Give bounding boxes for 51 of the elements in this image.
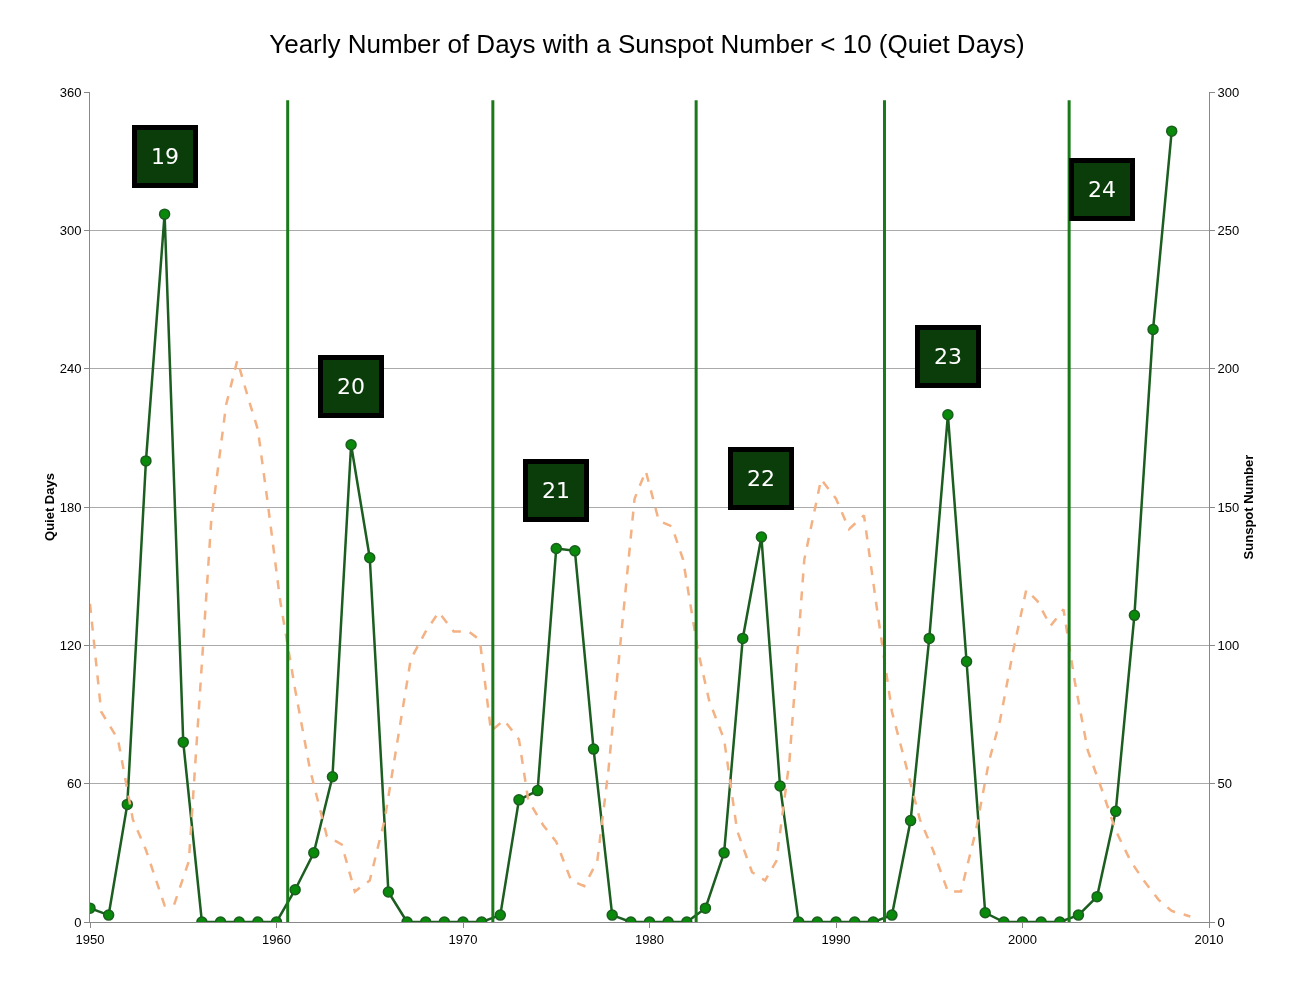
point xyxy=(923,632,935,645)
point xyxy=(1110,805,1122,818)
x-tick-label: 2000 xyxy=(1008,931,1037,947)
y-tick-label: 60 xyxy=(66,776,82,792)
point xyxy=(960,655,973,668)
point xyxy=(140,455,152,467)
x-tick-label: 1950 xyxy=(75,931,105,947)
x-tick-label: 1980 xyxy=(635,931,664,947)
point xyxy=(569,545,581,557)
y-tick-label: 0 xyxy=(74,914,82,930)
point xyxy=(326,771,339,783)
point xyxy=(737,632,749,645)
point xyxy=(550,542,562,555)
y2-tick-label: 150 xyxy=(1217,499,1240,515)
point xyxy=(587,743,600,755)
y-tick-label: 360 xyxy=(59,84,82,100)
y-tick-label: 180 xyxy=(59,499,82,515)
point xyxy=(289,883,301,896)
x-tick-label: 1960 xyxy=(262,931,291,947)
y2-tick-label: 200 xyxy=(1217,361,1240,377)
annotation: 23 xyxy=(934,344,962,369)
y2-tick-label: 300 xyxy=(1217,84,1240,100)
point xyxy=(1147,323,1159,336)
y-axis-title: Quiet Days xyxy=(42,473,57,541)
y-tick-label: 240 xyxy=(59,361,82,377)
point xyxy=(177,736,189,748)
annotation: 24 xyxy=(1088,177,1116,202)
x-tick-label: 1970 xyxy=(448,931,478,947)
x-tick-label: 1990 xyxy=(821,931,851,947)
y2-tick-label: 250 xyxy=(1217,222,1240,238)
x-tick-label: 2010 xyxy=(1194,931,1224,947)
y2-tick-label: 0 xyxy=(1217,914,1225,930)
point xyxy=(345,439,357,451)
annotation: 22 xyxy=(747,466,775,491)
annotation: 19 xyxy=(151,144,179,169)
point xyxy=(531,784,544,797)
y-tick-label: 300 xyxy=(59,222,82,238)
annotation: 21 xyxy=(542,478,570,503)
y2-axis-title: Sunspot Number xyxy=(1241,454,1257,560)
y-tick-label: 120 xyxy=(59,637,82,653)
point xyxy=(904,814,917,827)
point xyxy=(774,780,786,792)
y2-tick-label: 100 xyxy=(1217,637,1240,653)
point xyxy=(755,531,768,543)
annotation: 20 xyxy=(337,374,365,399)
y2-tick-label: 50 xyxy=(1217,776,1233,792)
point xyxy=(1128,609,1141,622)
chart-title: Yearly Number of Days with a Sunspot Number < 10 (Quiet Days) xyxy=(269,28,1025,59)
point xyxy=(364,551,376,564)
point xyxy=(942,409,954,421)
point xyxy=(513,794,525,806)
